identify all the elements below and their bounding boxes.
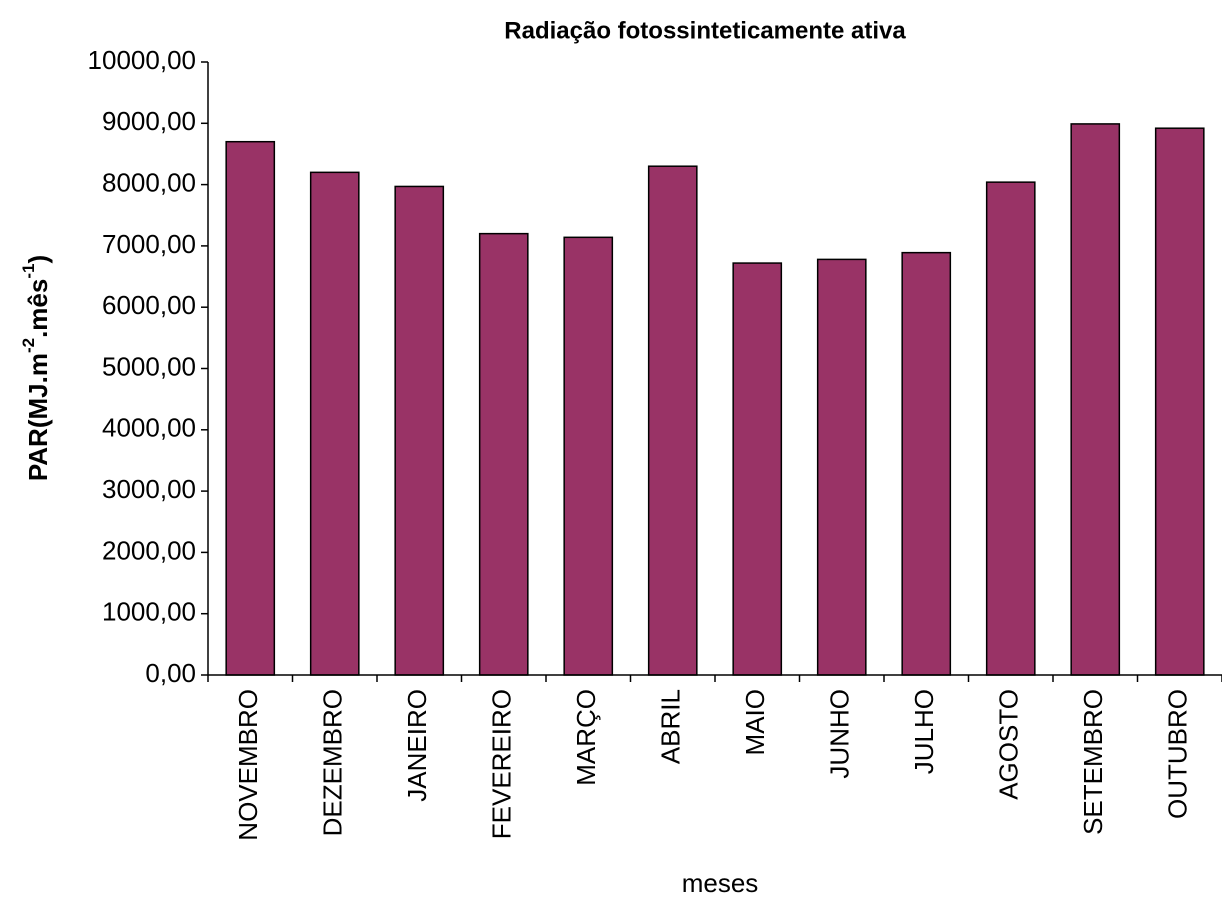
x-tick-label: DEZEMBRO xyxy=(318,689,348,836)
y-tick-label: 4000,00 xyxy=(102,413,196,443)
y-tick-label: 0,00 xyxy=(145,658,196,688)
bar xyxy=(901,251,952,676)
x-tick-label: NOVEMBRO xyxy=(233,689,263,841)
y-tick-label: 5000,00 xyxy=(102,351,196,381)
y-axis-label-part: PAR(MJ.m xyxy=(23,353,53,481)
y-axis-label: PAR(MJ.m-2.mês-1) xyxy=(19,255,52,481)
x-tick-label: FEVEREIRO xyxy=(487,689,517,839)
bar xyxy=(732,262,783,676)
bar xyxy=(309,171,360,676)
x-axis-label: meses xyxy=(682,868,759,898)
x-tick-label: ABRIL xyxy=(656,689,686,764)
bar xyxy=(1070,123,1121,676)
chart-title: Radiação fotossinteticamente ativa xyxy=(504,17,906,44)
bar xyxy=(985,181,1036,676)
bar xyxy=(563,236,614,676)
bar xyxy=(394,185,445,676)
y-axis-label-part: .mês xyxy=(23,279,53,338)
x-tick-label: AGOSTO xyxy=(994,689,1024,800)
y-tick-label: 10000,00 xyxy=(88,45,196,75)
bar xyxy=(816,258,867,676)
y-tick-label: 8000,00 xyxy=(102,167,196,197)
y-axis-label-part: ) xyxy=(23,255,53,264)
x-tick-label: MAIO xyxy=(740,689,770,755)
y-tick-label: 2000,00 xyxy=(102,535,196,565)
x-tick-label: SETEMBRO xyxy=(1078,689,1108,835)
y-tick-label: 3000,00 xyxy=(102,474,196,504)
bar xyxy=(225,140,276,676)
x-tick-label: JULHO xyxy=(909,689,939,774)
y-tick-label: 6000,00 xyxy=(102,290,196,320)
x-tick-label: JANEIRO xyxy=(402,689,432,802)
bar xyxy=(1154,127,1205,676)
x-tick-label: JUNHO xyxy=(825,689,855,779)
bar xyxy=(647,165,698,676)
y-axis-label-superscript: -2 xyxy=(19,338,38,353)
bar xyxy=(478,232,529,676)
y-axis-label-superscript: -1 xyxy=(19,264,38,279)
y-tick-label: 1000,00 xyxy=(102,597,196,627)
y-tick-label: 7000,00 xyxy=(102,229,196,259)
y-tick-label: 9000,00 xyxy=(102,106,196,136)
x-tick-label: OUTUBRO xyxy=(1163,689,1193,819)
x-tick-label: MARÇO xyxy=(571,689,601,786)
